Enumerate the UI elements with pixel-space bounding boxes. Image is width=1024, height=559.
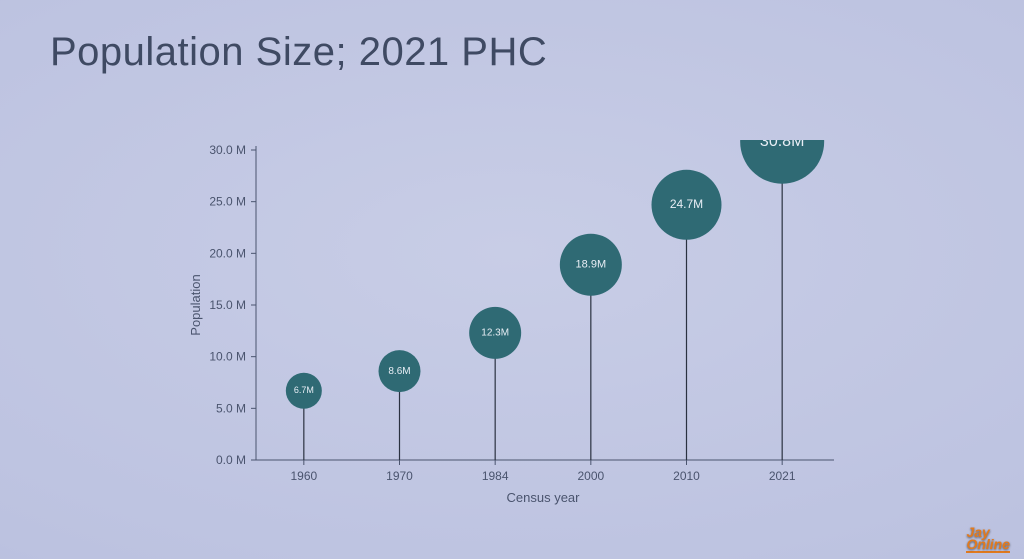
y-tick-label: 5.0 M [216,401,246,415]
x-tick-label: 2010 [673,469,700,483]
slide: Population Size; 2021 PHC 0.0 M 5.0 M 10.0… [0,0,1024,559]
y-axis-title: Population [188,274,203,335]
y-tick-label: 25.0 M [209,195,246,209]
x-tick-label: 1970 [386,469,413,483]
x-tick-label: 2000 [577,469,604,483]
y-tick-label: 15.0 M [209,298,246,312]
x-tick-label: 2021 [769,469,796,483]
x-axis-title: Census year [507,490,581,505]
y-tick-label: 0.0 M [216,453,246,467]
y-tick-label: 10.0 M [209,350,246,364]
x-tick-label: 1984 [482,469,509,483]
bubble-label: 30.8M [760,140,804,150]
y-tick-label: 30.0 M [209,143,246,157]
chart-svg: 0.0 M 5.0 M 10.0 M 15.0 M 20.0 M 25.0 M 30.0 M… [180,140,860,520]
y-tick-label: 20.0 M [209,246,246,260]
x-tick-label: 1960 [290,469,317,483]
watermark-line2: Online [966,538,1010,553]
bubble-label: 12.3M [481,328,509,339]
population-chart: 0.0 M 5.0 M 10.0 M 15.0 M 20.0 M 25.0 M 30.0 M… [180,140,860,520]
bubble-label: 18.9M [576,259,607,271]
page-title: Population Size; 2021 PHC [50,30,547,75]
bubble-label: 8.6M [388,366,410,377]
watermark-logo: Jay Online [966,526,1010,553]
bubble-label: 24.7M [670,197,703,211]
bubble-label: 6.7M [294,385,314,395]
